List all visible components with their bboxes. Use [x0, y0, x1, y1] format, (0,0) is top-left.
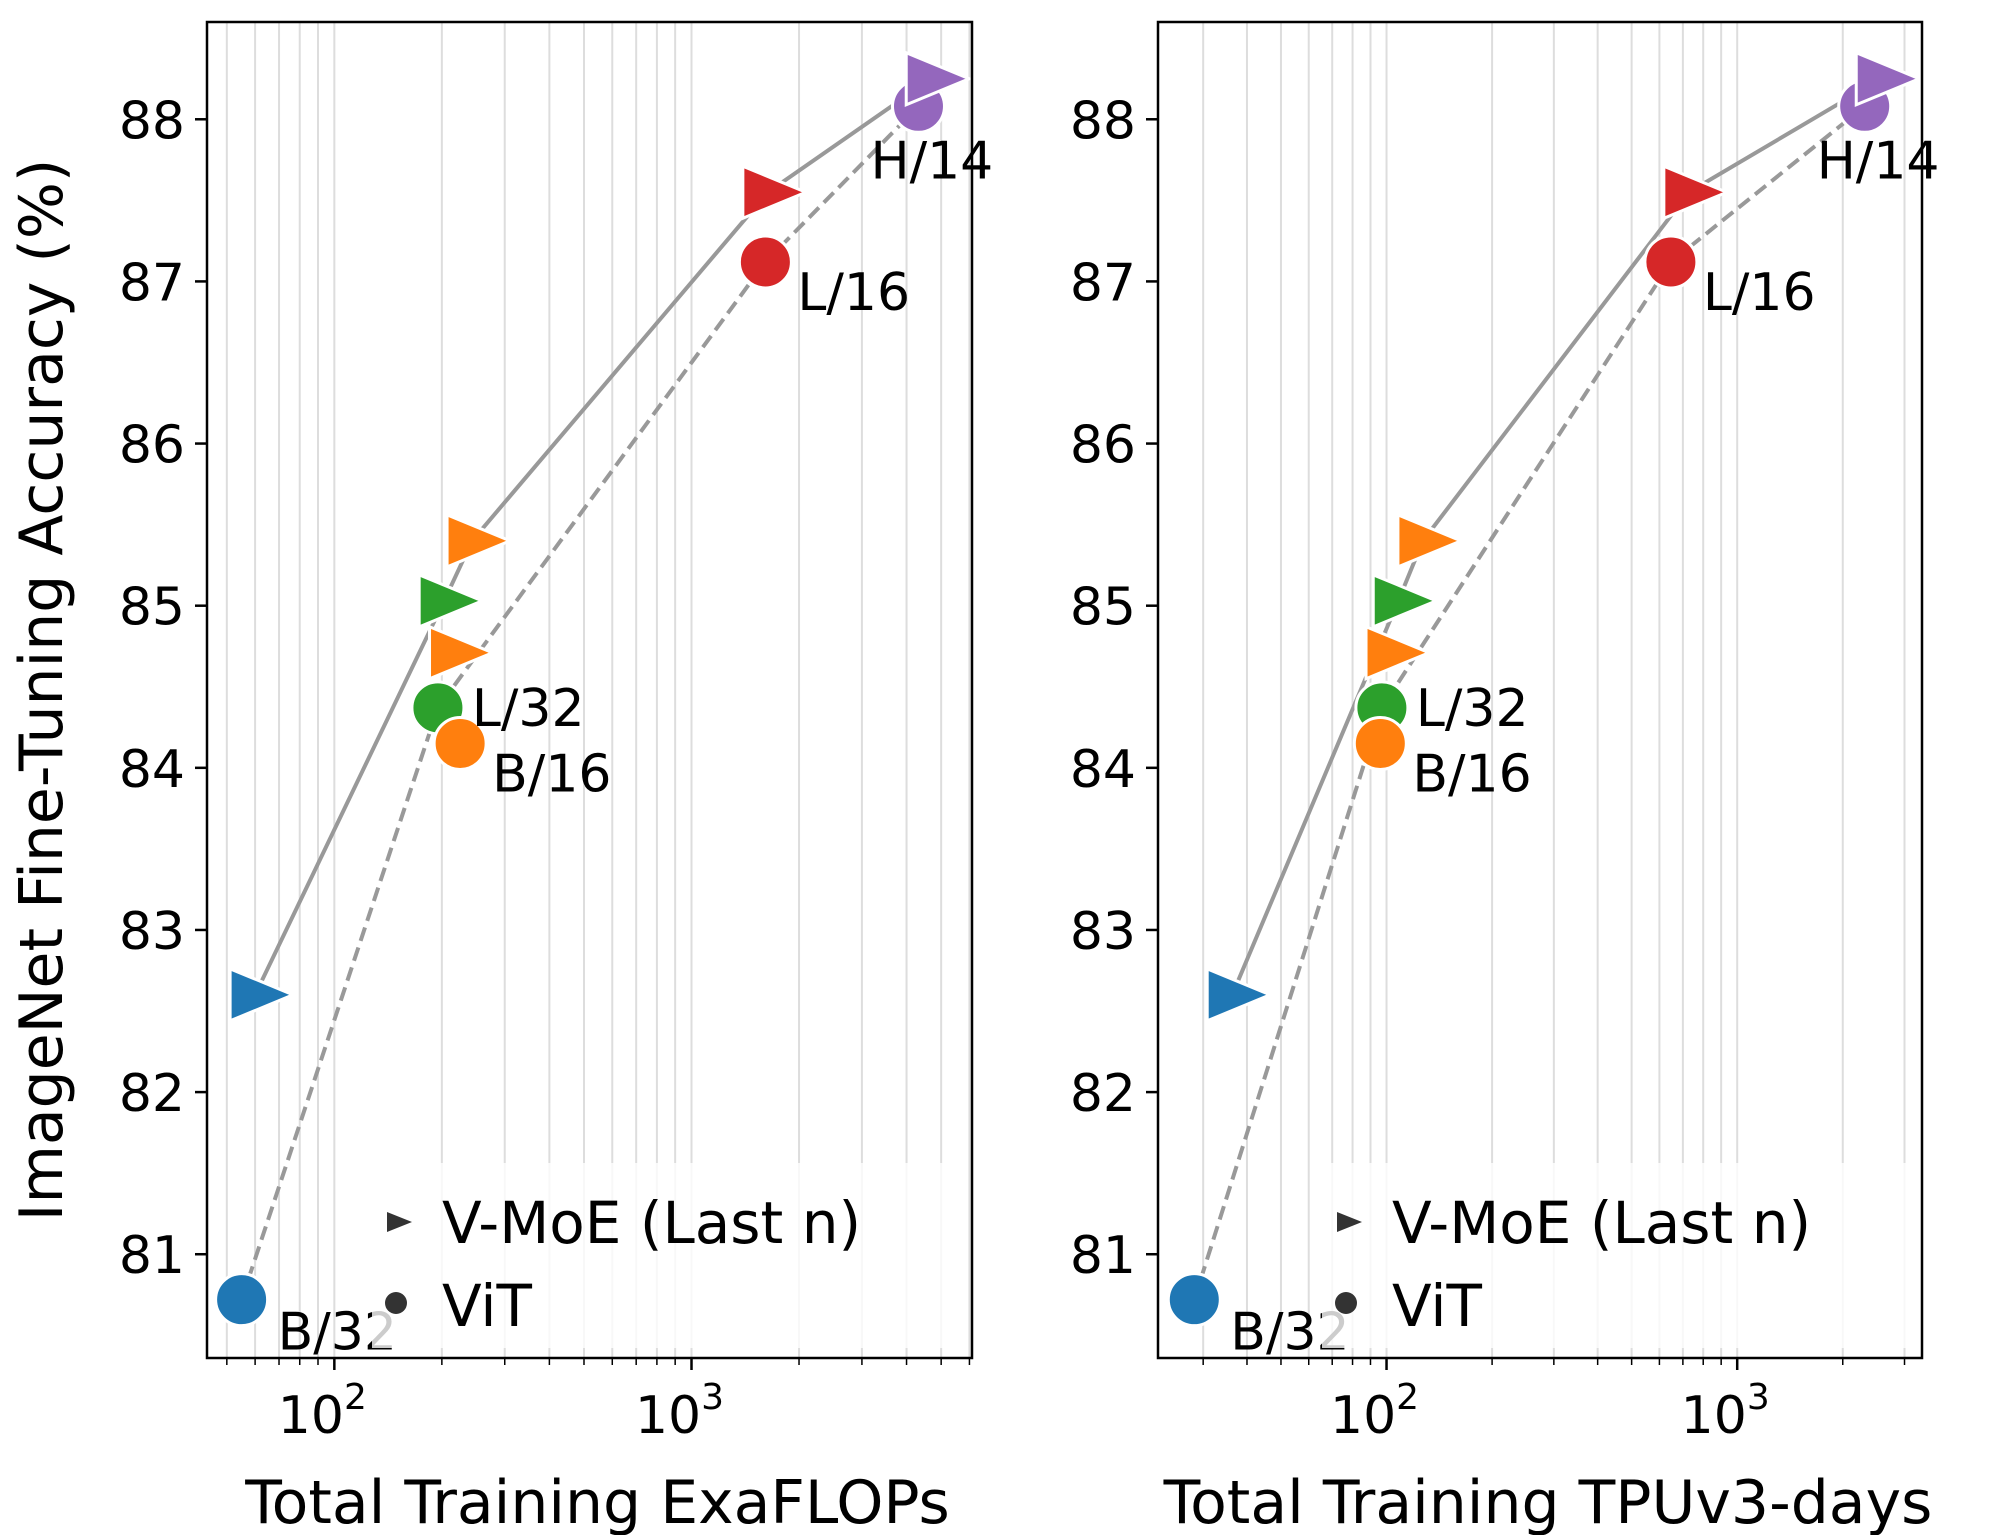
vit-point: [1352, 716, 1408, 772]
x-tick-label: 103: [635, 1377, 724, 1446]
vit-point: [1643, 234, 1699, 290]
vmoe-point: [1371, 572, 1441, 630]
legend-label-vmoe: V-MoE (Last n): [1392, 1189, 1811, 1257]
y-tick-label: 82: [119, 1064, 185, 1124]
axes-frame: [205, 20, 974, 1360]
vit-point: [432, 716, 488, 772]
point-label: B/16: [492, 745, 611, 805]
vmoe-point: [904, 50, 974, 107]
vit-point: [1166, 1272, 1222, 1328]
x-tick-label: 102: [1330, 1377, 1419, 1446]
point-label: L/16: [797, 263, 910, 323]
x-tick-base: 10: [635, 1386, 701, 1446]
y-axis-label: ImageNet Fine-Tuning Accuracy (%): [7, 159, 77, 1221]
legend: V-MoE (Last n) ViT: [1322, 1163, 1912, 1348]
x-tick-exponent: 2: [1396, 1377, 1419, 1418]
vmoe-point: [1396, 512, 1465, 570]
axes-frame: [1156, 20, 1924, 1360]
vit-point: [737, 234, 793, 290]
x-axis-label: Total Training ExaFLOPs: [244, 1468, 950, 1535]
legend-circle-icon: [1335, 1292, 1357, 1314]
y-tick-label: 85: [119, 578, 185, 638]
y-tick-label: 85: [1070, 578, 1136, 638]
y-tick-label: 81: [1070, 1226, 1136, 1286]
vmoe-point: [1662, 164, 1731, 221]
y-tick-label: 83: [119, 902, 185, 962]
vmoe-point: [1205, 966, 1275, 1024]
point-label: B/16: [1412, 745, 1531, 805]
point-label: H/14: [1817, 131, 1940, 191]
y-tick-label: 84: [119, 740, 185, 800]
x-tick-label: 102: [278, 1377, 367, 1446]
vit-point: [214, 1272, 270, 1328]
legend-box: [372, 1163, 962, 1348]
vmoe-frontier-line: [1230, 76, 1883, 996]
vmoe-point: [445, 512, 515, 570]
y-tick-label: 83: [1070, 902, 1136, 962]
legend-label-vit: ViT: [442, 1272, 533, 1340]
x-axis-label: Total Training TPUv3-days: [1163, 1468, 1933, 1535]
y-tick-label: 82: [1070, 1064, 1136, 1124]
legend-label-vmoe: V-MoE (Last n): [442, 1189, 861, 1257]
vmoe-point: [228, 966, 298, 1024]
legend-box: [1322, 1163, 1912, 1348]
x-tick-label: 103: [1681, 1377, 1770, 1446]
x-tick-exponent: 2: [344, 1377, 367, 1418]
y-tick-label: 86: [1070, 416, 1136, 476]
point-label: L/32: [1416, 679, 1529, 739]
legend-label-vit: ViT: [1392, 1272, 1483, 1340]
legend-circle-icon: [385, 1292, 407, 1314]
legend-triangle-icon: [1337, 1212, 1362, 1232]
y-tick-label: 86: [119, 416, 185, 476]
x-tick-base: 10: [278, 1386, 344, 1446]
y-tick-label: 88: [119, 91, 185, 151]
y-tick-label: 87: [119, 253, 185, 313]
point-label: L/16: [1703, 263, 1816, 323]
x-tick-base: 10: [1681, 1386, 1747, 1446]
vit-frontier-line: [239, 104, 920, 1301]
point-label: H/14: [870, 131, 993, 191]
vmoe-point: [417, 572, 487, 630]
vmoe-point: [428, 624, 497, 681]
x-tick-exponent: 3: [1747, 1377, 1770, 1418]
legend: V-MoE (Last n) ViT: [372, 1163, 962, 1348]
legend-triangle-icon: [387, 1212, 412, 1232]
x-tick-base: 10: [1330, 1386, 1396, 1446]
vmoe-point: [741, 164, 810, 221]
vmoe-point: [1364, 624, 1433, 681]
vit-frontier-line: [1192, 104, 1866, 1301]
vmoe-frontier-line: [253, 77, 933, 996]
vmoe-point: [1854, 50, 1924, 107]
y-tick-label: 88: [1070, 91, 1136, 151]
point-label: L/32: [472, 679, 585, 739]
y-tick-label: 81: [119, 1226, 185, 1286]
x-tick-exponent: 3: [701, 1377, 724, 1418]
y-tick-label: 84: [1070, 740, 1136, 800]
y-tick-label: 87: [1070, 253, 1136, 313]
